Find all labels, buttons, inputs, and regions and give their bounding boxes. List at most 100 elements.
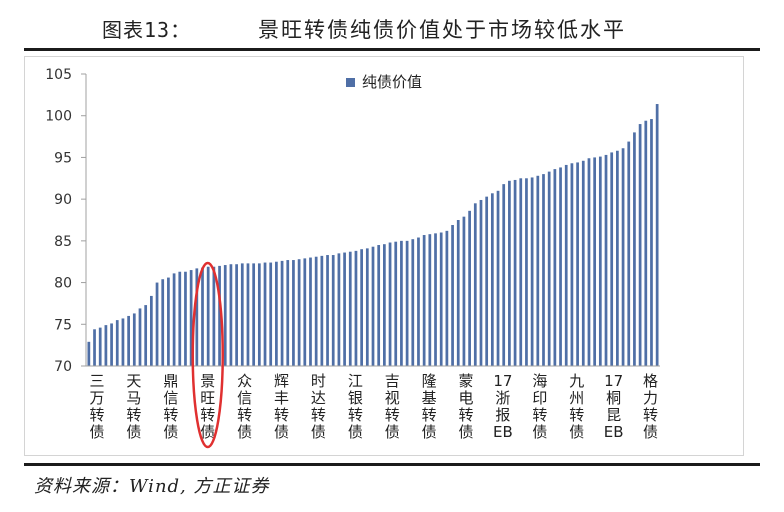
- bar: [280, 260, 284, 366]
- bar: [246, 263, 250, 366]
- bar: [479, 199, 483, 366]
- bar: [621, 148, 625, 366]
- bar: [547, 171, 551, 366]
- bar: [87, 341, 91, 366]
- bar: [201, 267, 204, 366]
- bar: [184, 271, 187, 366]
- bar: [530, 177, 534, 366]
- bar: [360, 249, 363, 366]
- bar: [303, 258, 307, 366]
- bar: [309, 257, 312, 366]
- bar: [195, 268, 199, 366]
- bar: [127, 315, 130, 366]
- bar: [138, 308, 142, 366]
- bar: [286, 260, 290, 366]
- y-tick-label: 85: [54, 234, 72, 250]
- bar: [377, 245, 381, 366]
- bar: [462, 216, 466, 366]
- bar: [616, 150, 619, 366]
- bar: [655, 104, 659, 366]
- bar: [337, 253, 341, 366]
- bar: [422, 235, 426, 366]
- bar: [542, 174, 545, 366]
- bar: [132, 313, 136, 366]
- x-category-label: 景旺转债: [200, 372, 215, 441]
- bar: [485, 196, 489, 366]
- bar: [371, 246, 375, 366]
- y-tick-label: 80: [54, 276, 72, 292]
- bar: [167, 277, 170, 366]
- x-category-label: 隆基转债: [422, 372, 437, 441]
- highlight-ellipse: [191, 261, 224, 449]
- bar: [502, 184, 506, 366]
- bar: [348, 251, 352, 366]
- x-category-label: 三万转债: [90, 372, 105, 441]
- figure-title: 图表13： 景旺转债纯债价值处于市场较低水平: [0, 0, 784, 44]
- bar: [581, 160, 585, 366]
- bar: [394, 241, 398, 366]
- x-category-label: 江银转债: [348, 372, 363, 441]
- bar: [525, 178, 528, 366]
- bar: [598, 156, 602, 366]
- bar: [104, 325, 108, 366]
- bar: [553, 169, 557, 366]
- bar: [627, 141, 631, 366]
- bar: [445, 230, 449, 366]
- bar: [189, 270, 193, 366]
- bar: [496, 190, 500, 366]
- y-tick-label: 100: [45, 109, 72, 125]
- bar: [536, 175, 540, 366]
- bar: [240, 263, 244, 366]
- bar: [508, 180, 511, 366]
- bar: [456, 220, 460, 366]
- x-category-label: 吉视转债: [385, 372, 400, 441]
- bar: [269, 262, 273, 366]
- bar: [235, 264, 238, 366]
- x-category-label: 时达转债: [311, 372, 326, 441]
- bar: [320, 255, 324, 366]
- bar: [428, 234, 432, 366]
- bar: [644, 120, 648, 366]
- x-category-label: 格力转债: [643, 372, 658, 441]
- bar: [490, 193, 494, 366]
- bar: [604, 154, 608, 366]
- bar: [121, 318, 125, 366]
- bar: [383, 244, 386, 366]
- bar: [439, 232, 443, 366]
- bar: [388, 242, 392, 366]
- bar: [314, 256, 318, 366]
- bar: [331, 255, 335, 366]
- bar: [354, 250, 358, 366]
- bar: [252, 263, 256, 366]
- x-category-label: 17 浙报 EB: [493, 372, 513, 441]
- bar: [405, 240, 409, 366]
- bar: [400, 240, 403, 366]
- bar: [93, 329, 96, 366]
- x-category-label: 九州转债: [569, 372, 584, 441]
- bar: [115, 320, 119, 366]
- x-category-label: 蒙电转债: [459, 372, 474, 441]
- y-tick-label: 105: [45, 67, 72, 83]
- bar: [343, 252, 346, 366]
- bottom-rule: [24, 463, 760, 466]
- bar: [275, 261, 278, 366]
- bar: [144, 305, 148, 366]
- bar: [98, 327, 102, 366]
- bar: [564, 164, 568, 366]
- legend-swatch: [346, 78, 355, 87]
- bar: [178, 271, 182, 366]
- bar: [519, 178, 523, 366]
- figure-label: 图表13：: [102, 18, 192, 42]
- bar: [257, 263, 261, 366]
- bar: [297, 259, 301, 366]
- bar: [468, 210, 471, 366]
- y-tick-label: 75: [54, 317, 72, 333]
- legend-label: 纯债价值: [362, 73, 422, 91]
- bar: [513, 179, 517, 366]
- bar: [206, 266, 210, 366]
- bar: [229, 264, 233, 366]
- y-tick-label: 70: [54, 359, 72, 375]
- y-tick-label: 90: [54, 192, 72, 208]
- bar: [110, 323, 113, 366]
